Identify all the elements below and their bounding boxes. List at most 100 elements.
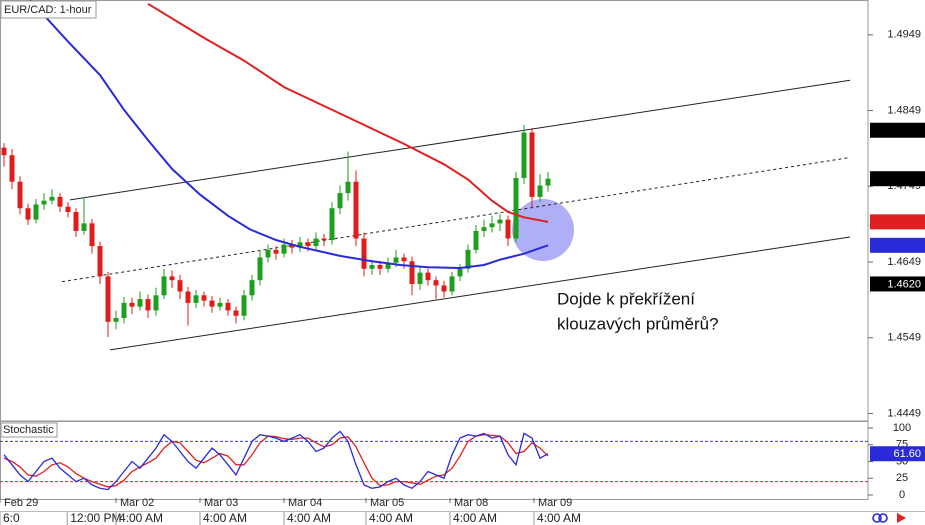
candle-body bbox=[281, 244, 287, 254]
stoch-plot bbox=[0, 430, 868, 491]
moving-average bbox=[147, 2, 549, 223]
y-tick-label: 0 bbox=[899, 489, 905, 501]
candle-body bbox=[265, 249, 271, 258]
candle-body bbox=[217, 302, 223, 307]
moving-average bbox=[29, 0, 549, 270]
y-tick-label: 1.4649 bbox=[887, 256, 921, 268]
x-tick-label: Feb 29 bbox=[4, 497, 38, 509]
candle-body bbox=[497, 219, 503, 224]
y-tick-label: 100 bbox=[893, 422, 911, 434]
price-marker-label: 1.4620 bbox=[887, 278, 921, 290]
candle-body bbox=[529, 132, 535, 197]
candle-body bbox=[17, 181, 23, 209]
x-tick-label: Mar 03 bbox=[204, 497, 238, 509]
candle-body bbox=[33, 204, 39, 220]
time-tick-label: 4:00 AM bbox=[287, 511, 331, 525]
candle-body bbox=[97, 246, 103, 277]
stoch-marker bbox=[870, 446, 925, 462]
time-tick-label: 4:00 AM bbox=[537, 511, 581, 525]
candle-body bbox=[465, 249, 471, 269]
candle-body bbox=[321, 238, 327, 241]
y-tick-label: 1.4549 bbox=[887, 332, 921, 344]
candle-body bbox=[41, 200, 47, 205]
candle-body bbox=[225, 302, 231, 311]
candle-body bbox=[425, 272, 431, 281]
price-marker bbox=[870, 276, 925, 292]
candle-body bbox=[433, 280, 439, 286]
time-tick-label: 4:00 AM bbox=[119, 511, 163, 525]
candle-body bbox=[313, 238, 319, 247]
candle-body bbox=[361, 238, 367, 269]
candle-body bbox=[353, 181, 359, 239]
stoch-marker-label: 61.60 bbox=[893, 448, 921, 460]
trendline bbox=[109, 236, 851, 351]
candle-body bbox=[193, 295, 199, 303]
stoch-title-box bbox=[0, 422, 58, 438]
main-plot bbox=[1, 0, 851, 351]
candle-body bbox=[137, 299, 143, 307]
candle-body bbox=[209, 300, 215, 307]
x-tick-label: Mar 04 bbox=[288, 497, 322, 509]
candle-body bbox=[385, 262, 391, 269]
candle-body bbox=[201, 295, 207, 301]
candle-body bbox=[241, 295, 247, 316]
candle-body bbox=[505, 219, 511, 239]
title-box bbox=[0, 0, 97, 19]
candle-body bbox=[81, 223, 87, 231]
annotation: klouzavých průměrů? bbox=[557, 314, 719, 333]
candle-body bbox=[65, 206, 71, 213]
price-marker bbox=[870, 237, 925, 253]
candle-body bbox=[9, 155, 15, 182]
candle-body bbox=[257, 257, 263, 281]
candle-body bbox=[305, 242, 311, 247]
candle-body bbox=[49, 196, 55, 201]
candle-body bbox=[377, 265, 383, 269]
candle-body bbox=[233, 310, 239, 316]
stoch-title: Stochastic bbox=[3, 424, 54, 436]
candle-body bbox=[401, 257, 407, 262]
y-tick-label: 1.4849 bbox=[887, 104, 921, 116]
x-tick-label: Mar 05 bbox=[370, 497, 404, 509]
price-marker bbox=[870, 214, 925, 230]
candle-body bbox=[161, 276, 167, 296]
candle-body bbox=[537, 185, 543, 197]
candle-body bbox=[481, 227, 487, 231]
y-tick-label: 25 bbox=[896, 472, 908, 484]
candle-body bbox=[513, 177, 519, 239]
candle-body bbox=[417, 272, 423, 284]
candle-body bbox=[297, 242, 303, 248]
candle-body bbox=[473, 230, 479, 250]
candle-body bbox=[457, 268, 463, 277]
stoch-panel bbox=[0, 421, 869, 500]
stoch-line bbox=[3, 434, 549, 488]
candle-body bbox=[273, 249, 279, 254]
price-marker bbox=[870, 122, 925, 138]
candle-body bbox=[73, 212, 79, 231]
candle-body bbox=[369, 265, 375, 269]
candle-body bbox=[129, 302, 135, 307]
trendline bbox=[61, 157, 851, 283]
candle-body bbox=[57, 196, 63, 207]
y-tick-label: 1.4949 bbox=[887, 29, 921, 41]
candle-body bbox=[441, 285, 447, 292]
time-tick-label: 4:00 AM bbox=[203, 511, 247, 525]
candle-body bbox=[449, 276, 455, 292]
candle-body bbox=[545, 178, 551, 186]
candle-body bbox=[521, 132, 527, 178]
icons bbox=[872, 513, 906, 523]
stoch-line bbox=[3, 430, 549, 491]
candle-body bbox=[145, 299, 151, 311]
candle-body bbox=[249, 280, 255, 296]
time-tick-label: 4:00 AM bbox=[453, 511, 497, 525]
price-marker bbox=[870, 171, 925, 187]
x-tick-label: Mar 08 bbox=[454, 497, 488, 509]
candle-body bbox=[489, 223, 495, 228]
candle-body bbox=[89, 223, 95, 247]
candle-body bbox=[345, 181, 351, 194]
trendline bbox=[69, 79, 851, 201]
candle-body bbox=[1, 147, 7, 156]
candle-body bbox=[121, 302, 127, 319]
